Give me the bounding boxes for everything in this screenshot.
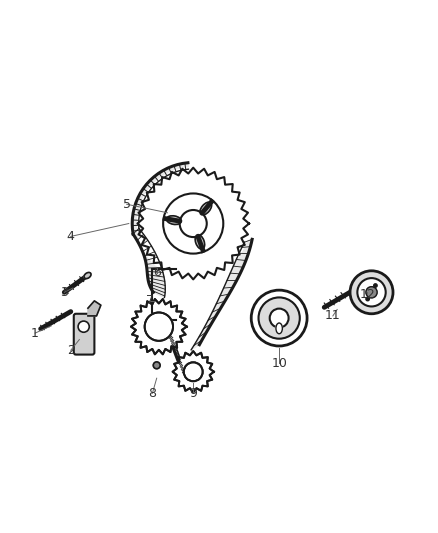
Text: 7: 7: [146, 294, 154, 308]
Ellipse shape: [166, 216, 181, 224]
FancyBboxPatch shape: [74, 314, 95, 354]
Circle shape: [138, 168, 249, 279]
Circle shape: [153, 362, 160, 369]
Circle shape: [163, 193, 223, 254]
Polygon shape: [131, 299, 187, 354]
Text: 1: 1: [31, 327, 39, 340]
Polygon shape: [191, 239, 252, 350]
Circle shape: [366, 297, 369, 301]
Polygon shape: [173, 351, 214, 392]
Polygon shape: [132, 163, 188, 234]
Polygon shape: [133, 228, 165, 297]
Circle shape: [357, 278, 386, 306]
Polygon shape: [131, 299, 187, 354]
Polygon shape: [88, 301, 101, 316]
Ellipse shape: [84, 272, 91, 279]
Text: 12: 12: [359, 288, 375, 301]
Circle shape: [366, 287, 377, 298]
Text: 10: 10: [271, 357, 287, 370]
Ellipse shape: [276, 323, 283, 334]
Text: 2: 2: [67, 344, 75, 357]
Text: 8: 8: [148, 387, 156, 400]
Text: 11: 11: [325, 310, 341, 322]
Text: 6: 6: [153, 266, 161, 279]
Text: 3: 3: [60, 286, 68, 299]
Text: 9: 9: [189, 387, 197, 400]
Circle shape: [180, 210, 207, 237]
Ellipse shape: [195, 235, 205, 249]
Circle shape: [145, 312, 173, 341]
Circle shape: [184, 362, 203, 381]
Polygon shape: [167, 332, 187, 378]
Text: 5: 5: [123, 198, 131, 211]
Circle shape: [258, 297, 300, 338]
Circle shape: [350, 271, 393, 314]
Circle shape: [78, 321, 89, 332]
Text: 4: 4: [67, 230, 75, 243]
Circle shape: [251, 290, 307, 346]
Ellipse shape: [200, 202, 212, 215]
Circle shape: [270, 309, 289, 327]
Polygon shape: [138, 168, 249, 279]
Circle shape: [145, 312, 173, 341]
Polygon shape: [173, 351, 214, 392]
Circle shape: [374, 284, 377, 287]
Circle shape: [184, 362, 203, 381]
